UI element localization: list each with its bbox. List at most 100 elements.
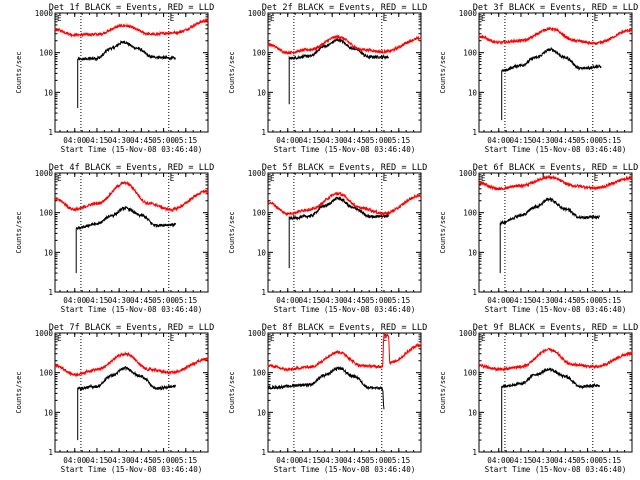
y-tick-label: 10 [468, 408, 478, 417]
events-series-line [501, 367, 600, 452]
chart-title: Det 3f BLACK = Events, RED = LLD [473, 3, 639, 13]
x-tick-label: 04:00 [276, 456, 299, 465]
chart-panel-9: Det 9f BLACK = Events, RED = LLD 1 10 100 10… [439, 323, 638, 474]
x-tick-label: 05:00 [576, 136, 599, 145]
y-tick-label: 10 [468, 248, 478, 257]
y-axis-label: Counts/sec [228, 211, 236, 253]
lld-series-line [478, 27, 633, 46]
events-series-line [75, 205, 176, 274]
x-tick-label: 05:00 [152, 136, 175, 145]
chart-title: Det 7f BLACK = Events, RED = LLD [49, 323, 215, 333]
plot-frame [267, 332, 422, 453]
corner-mark-right: E [170, 174, 175, 183]
y-tick-label: 1000 [35, 169, 54, 178]
plot-frame [267, 12, 422, 133]
y-tick-label: 1 [48, 128, 53, 137]
x-axis-label: Start Time (15-Nov-08 03:46:40) [274, 305, 416, 314]
y-tick-label: 1000 [459, 329, 478, 338]
events-series-line [267, 365, 385, 410]
chart-panel-2: Det 2f BLACK = Events, RED = LLD 1 10 100 10… [228, 3, 427, 154]
x-tick-label: 04:00 [276, 136, 299, 145]
lld-series-line [478, 347, 633, 372]
y-tick-label: 100 [39, 49, 53, 58]
x-tick-label: 04:45 [554, 456, 577, 465]
x-tick-label: 04:30 [321, 136, 344, 145]
x-tick-label: 04:00 [487, 136, 510, 145]
x-tick-label: 04:00 [487, 456, 510, 465]
x-tick-label: 04:15 [86, 296, 109, 305]
chart-title: Det 9f BLACK = Events, RED = LLD [473, 323, 639, 333]
events-series-line [288, 196, 389, 269]
corner-mark-left: E [57, 334, 62, 343]
y-tick-label: 1 [261, 448, 266, 457]
chart-panel-3: Det 3f BLACK = Events, RED = LLD 1 10 100 10… [439, 3, 638, 154]
y-tick-label: 10 [257, 408, 267, 417]
x-tick-label: 05:15 [387, 456, 410, 465]
chart-panel-4: Det 4f BLACK = Events, RED = LLD 1 10 100 10… [15, 163, 214, 314]
x-tick-label: 05:15 [174, 296, 197, 305]
x-tick-label: 05:15 [387, 136, 410, 145]
y-tick-label: 1 [472, 448, 477, 457]
x-tick-label: 05:00 [365, 456, 388, 465]
y-tick-label: 10 [44, 88, 54, 97]
x-axis-label: Start Time (15-Nov-08 03:46:40) [274, 465, 416, 474]
x-tick-label: 04:30 [108, 456, 131, 465]
plot-frame [54, 12, 209, 133]
y-tick-label: 1000 [248, 169, 267, 178]
plot-frame [478, 12, 633, 133]
corner-mark-left: E [481, 174, 486, 183]
corner-mark-left: E [57, 174, 62, 183]
x-tick-label: 04:15 [510, 456, 533, 465]
chart-title: Det 1f BLACK = Events, RED = LLD [49, 3, 215, 13]
y-axis-label: Counts/sec [439, 51, 447, 93]
y-tick-label: 100 [39, 369, 53, 378]
x-axis-label: Start Time (15-Nov-08 03:46:40) [61, 465, 203, 474]
y-axis-label: Counts/sec [228, 371, 236, 413]
x-tick-label: 05:00 [576, 456, 599, 465]
corner-mark-right: E [594, 174, 599, 183]
corner-mark-left: E [57, 14, 62, 23]
corner-mark-right: E [383, 334, 388, 343]
x-tick-label: 04:15 [86, 456, 109, 465]
corner-mark-left: E [481, 334, 486, 343]
y-tick-label: 100 [39, 209, 53, 218]
x-tick-label: 04:45 [343, 296, 366, 305]
y-tick-label: 100 [252, 49, 266, 58]
x-tick-label: 04:45 [343, 456, 366, 465]
y-axis-label: Counts/sec [15, 371, 23, 413]
x-tick-label: 04:15 [299, 136, 322, 145]
y-tick-label: 100 [463, 209, 477, 218]
plot-frame [478, 172, 633, 293]
x-tick-label: 04:30 [108, 136, 131, 145]
x-tick-label: 04:15 [299, 456, 322, 465]
corner-mark-left: E [481, 14, 486, 23]
x-tick-label: 04:00 [63, 456, 86, 465]
y-tick-label: 100 [463, 49, 477, 58]
chart-panel-8: Det 8f BLACK = Events, RED = LLD 1 10 100 10… [228, 323, 427, 474]
x-tick-label: 05:00 [152, 296, 175, 305]
events-series-line [77, 40, 176, 109]
chart-panel-1: Det 1f BLACK = Events, RED = LLD 1 10 100 10… [15, 3, 214, 154]
y-axis-label: Counts/sec [439, 371, 447, 413]
x-tick-label: 05:15 [174, 456, 197, 465]
corner-mark-right: E [594, 14, 599, 23]
y-axis-label: Counts/sec [439, 211, 447, 253]
x-tick-label: 05:15 [387, 296, 410, 305]
y-tick-label: 100 [252, 369, 266, 378]
y-tick-label: 100 [252, 209, 266, 218]
lld-series-line [267, 333, 422, 372]
events-series-line [499, 196, 600, 274]
corner-mark-right: E [383, 174, 388, 183]
y-tick-label: 1 [261, 288, 266, 297]
x-tick-label: 04:00 [63, 296, 86, 305]
x-tick-label: 04:00 [487, 296, 510, 305]
corner-mark-right: E [170, 334, 175, 343]
y-tick-label: 10 [44, 248, 54, 257]
lld-series-line [54, 181, 209, 213]
y-tick-label: 1 [48, 288, 53, 297]
y-tick-label: 1 [48, 448, 53, 457]
x-tick-label: 05:15 [598, 456, 621, 465]
y-tick-label: 1000 [35, 9, 54, 18]
x-axis-label: Start Time (15-Nov-08 03:46:40) [485, 305, 627, 314]
chart-panel-6: Det 6f BLACK = Events, RED = LLD 1 10 100 10… [439, 163, 638, 314]
